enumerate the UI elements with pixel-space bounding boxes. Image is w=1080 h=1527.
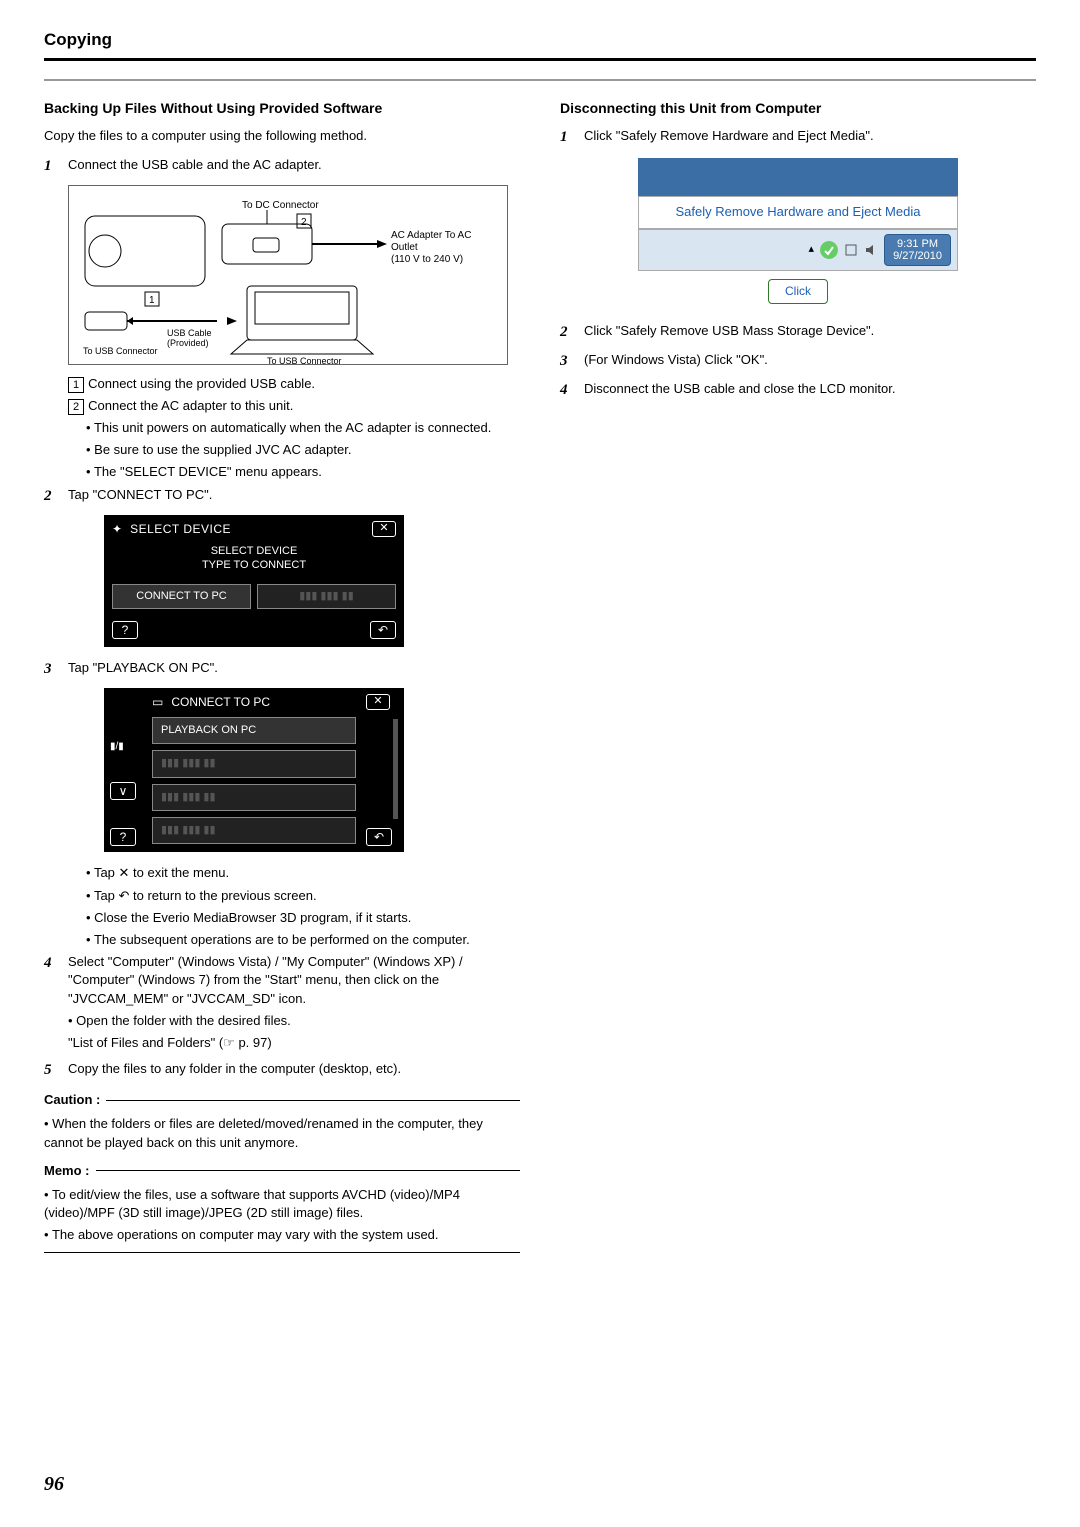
connect-to-pc-button[interactable]: CONNECT TO PC xyxy=(112,584,251,609)
hidden-option-button[interactable]: ▮▮▮ ▮▮▮ ▮▮ xyxy=(257,584,396,609)
r-step-1: 1 Click "Safely Remove Hardware and Ejec… xyxy=(560,127,1036,148)
caution-heading: Caution : xyxy=(44,1091,520,1109)
step3-bullet-4: The subsequent operations are to be perf… xyxy=(86,931,520,949)
memo-bullet-1: To edit/view the files, use a software t… xyxy=(44,1186,520,1222)
tray-tooltip: Safely Remove Hardware and Eject Media xyxy=(638,196,958,228)
label-usb-left: To USB Connector xyxy=(83,346,158,356)
label-ac1: AC Adapter To AC xyxy=(391,230,471,241)
speaker-icon[interactable] xyxy=(864,243,878,257)
step3-bullets: Tap ✕ to exit the menu. Tap ↶ to return … xyxy=(86,864,520,949)
step-num-2: 2 xyxy=(44,486,68,507)
click-callout: Click xyxy=(768,279,828,304)
help-icon[interactable]: ? xyxy=(110,828,136,846)
memo-bullet-2: The above operations on computer may var… xyxy=(44,1226,520,1244)
step3-bullet-3: Close the Everio MediaBrowser 3D program… xyxy=(86,909,520,927)
down-icon[interactable]: ∨ xyxy=(110,782,136,800)
r-step1-text: Click "Safely Remove Hardware and Eject … xyxy=(584,127,1036,145)
safely-remove-icon[interactable] xyxy=(820,241,838,259)
step-num-3: 3 xyxy=(44,659,68,680)
left-intro: Copy the files to a computer using the f… xyxy=(44,127,520,145)
step4-text: Select "Computer" (Windows Vista) / "My … xyxy=(68,953,520,1008)
scrollbar[interactable] xyxy=(393,719,398,819)
step1-bullet-1: This unit powers on automatically when t… xyxy=(86,419,520,437)
r-step-num-3: 3 xyxy=(560,351,584,372)
dialog-title: SELECT DEVICE xyxy=(130,521,364,538)
memo-end-rule xyxy=(44,1252,520,1253)
windows-tray-figure: Safely Remove Hardware and Eject Media ▴… xyxy=(638,158,958,303)
diagram-svg: To DC Connector 2 AC Adapter To AC Outle… xyxy=(77,194,497,364)
label-ac3: (110 V to 240 V) xyxy=(391,254,463,265)
dialog2-title: CONNECT TO PC xyxy=(171,694,270,711)
step-num-4: 4 xyxy=(44,953,68,1052)
close-icon[interactable]: ✕ xyxy=(372,521,396,537)
left-heading: Backing Up Files Without Using Provided … xyxy=(44,99,520,119)
r-step3-text: (For Windows Vista) Click "OK". xyxy=(584,351,1036,372)
page-title: Copying xyxy=(44,28,1036,61)
step-5: 5 Copy the files to any folder in the co… xyxy=(44,1060,520,1081)
svg-text:1: 1 xyxy=(149,295,155,306)
r-step-3: 3 (For Windows Vista) Click "OK". xyxy=(560,351,1036,372)
select-device-dialog: ✦ SELECT DEVICE ✕ SELECT DEVICE TYPE TO … xyxy=(104,515,404,648)
title-rule xyxy=(44,79,1036,81)
hidden-item-1[interactable]: ▮▮▮ ▮▮▮ ▮▮ xyxy=(152,750,356,777)
step3-bullet-2: Tap ↶ to return to the previous screen. xyxy=(86,887,520,905)
page-number: 96 xyxy=(44,1470,1036,1498)
toggle-icon[interactable]: ▮/▮ xyxy=(110,740,142,754)
back-icon[interactable]: ↶ xyxy=(370,621,396,639)
dialog-subtitle: SELECT DEVICE TYPE TO CONNECT xyxy=(104,543,404,579)
step-4: 4 Select "Computer" (Windows Vista) / "M… xyxy=(44,953,520,1052)
system-tray: ▴ 9:31 PM 9/27/2010 xyxy=(638,229,958,271)
step-num-5: 5 xyxy=(44,1060,68,1081)
label-provided: (Provided) xyxy=(167,338,209,348)
r-step2-text: Click "Safely Remove USB Mass Storage De… xyxy=(584,322,1036,343)
memo-heading: Memo : xyxy=(44,1162,520,1180)
device-icon[interactable] xyxy=(844,243,858,257)
label-usb-right: To USB Connector xyxy=(267,356,342,364)
step-num-1: 1 xyxy=(44,156,68,177)
step5-text: Copy the files to any folder in the comp… xyxy=(68,1060,520,1078)
step-1: 1 Connect the USB cable and the AC adapt… xyxy=(44,156,520,177)
back-icon[interactable]: ↶ xyxy=(366,828,392,846)
r-step4-text: Disconnect the USB cable and close the L… xyxy=(584,380,1036,401)
step4-ref: "List of Files and Folders" (☞ p. 97) xyxy=(68,1034,520,1052)
r-step-num-1: 1 xyxy=(560,127,584,148)
step2-text: Tap "CONNECT TO PC". xyxy=(68,486,520,504)
step1-sub2: 2Connect the AC adapter to this unit. xyxy=(68,397,520,415)
step1-sub1: 1Connect using the provided USB cable. xyxy=(68,375,520,393)
r-step-num-4: 4 xyxy=(560,380,584,401)
label-usbcable: USB Cable xyxy=(167,328,212,338)
svg-text:2: 2 xyxy=(301,217,307,228)
monitor-icon xyxy=(110,694,142,712)
label-dc: To DC Connector xyxy=(242,200,319,211)
step1-text: Connect the USB cable and the AC adapter… xyxy=(68,156,520,174)
connect-to-pc-dialog: ▮/▮ ∨ ? ▭ CONNECT TO PC PLAYBACK ON PC ▮… xyxy=(104,688,404,852)
tools-icon: ✦ xyxy=(112,521,122,538)
tray-arrow-icon[interactable]: ▴ xyxy=(809,242,815,257)
r-step-2: 2 Click "Safely Remove USB Mass Storage … xyxy=(560,322,1036,343)
caution-bullet: When the folders or files are deleted/mo… xyxy=(44,1115,520,1151)
step-3: 3 Tap "PLAYBACK ON PC". xyxy=(44,659,520,680)
step3-text: Tap "PLAYBACK ON PC". xyxy=(68,659,520,677)
step-2: 2 Tap "CONNECT TO PC". xyxy=(44,486,520,507)
step1-bullets: This unit powers on automatically when t… xyxy=(86,419,520,482)
step1-bullet-2: Be sure to use the supplied JVC AC adapt… xyxy=(86,441,520,459)
step4-bullet: Open the folder with the desired files. xyxy=(68,1012,520,1030)
left-column: Backing Up Files Without Using Provided … xyxy=(44,99,520,1254)
right-heading: Disconnecting this Unit from Computer xyxy=(560,99,1036,119)
monitor-icon: ▭ xyxy=(152,694,163,711)
hidden-item-3[interactable]: ▮▮▮ ▮▮▮ ▮▮ xyxy=(152,817,356,844)
connection-diagram: To DC Connector 2 AC Adapter To AC Outle… xyxy=(68,185,508,365)
r-step-num-2: 2 xyxy=(560,322,584,343)
playback-on-pc-button[interactable]: PLAYBACK ON PC xyxy=(152,717,356,744)
hidden-item-2[interactable]: ▮▮▮ ▮▮▮ ▮▮ xyxy=(152,784,356,811)
close-icon[interactable]: ✕ xyxy=(366,694,390,710)
r-step-4: 4 Disconnect the USB cable and close the… xyxy=(560,380,1036,401)
right-column: Disconnecting this Unit from Computer 1 … xyxy=(560,99,1036,1254)
desktop-bg xyxy=(638,158,958,198)
help-icon[interactable]: ? xyxy=(112,621,138,639)
label-ac2: Outlet xyxy=(391,242,418,253)
step3-bullet-1: Tap ✕ to exit the menu. xyxy=(86,864,520,882)
tray-clock: 9:31 PM 9/27/2010 xyxy=(884,234,951,266)
step1-bullet-3: The "SELECT DEVICE" menu appears. xyxy=(86,463,520,481)
